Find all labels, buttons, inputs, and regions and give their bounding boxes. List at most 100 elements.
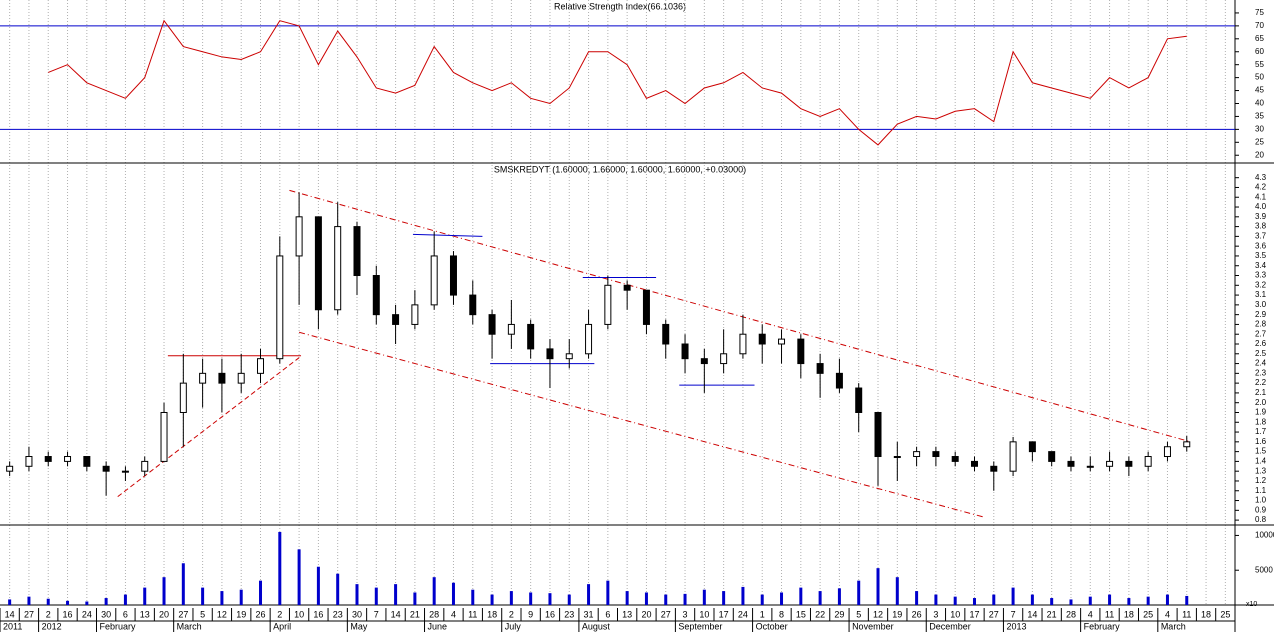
volume-bar <box>625 591 629 605</box>
volume-bar <box>741 586 745 605</box>
y-tick-label: 0.9 <box>1255 505 1267 514</box>
volume-bar <box>780 592 784 605</box>
month-label: April <box>273 621 291 631</box>
y-tick-label: 1.1 <box>1255 486 1267 495</box>
candle-body <box>334 226 342 311</box>
y-tick-label: 1.3 <box>1255 466 1267 475</box>
x-tick-label: 10 <box>699 609 709 619</box>
y-tick-label: 25 <box>1255 137 1264 146</box>
x-tick-label: 14 <box>5 609 15 619</box>
x-tick-label: 11 <box>1105 609 1114 619</box>
candle-body <box>681 343 689 360</box>
x-tick-label: 5 <box>200 609 205 619</box>
y-tick-label: 30 <box>1255 124 1264 133</box>
y-tick-label: 2.4 <box>1255 359 1267 368</box>
candle-body <box>372 275 380 316</box>
candle-body <box>218 372 226 384</box>
month-label: 2013 <box>1006 621 1026 631</box>
month-label: March <box>1161 621 1186 631</box>
y-tick-label: 3.6 <box>1255 241 1267 250</box>
volume-bar <box>876 568 880 605</box>
candle-body <box>469 294 477 316</box>
volume-bar <box>27 596 31 605</box>
y-tick-label: 50 <box>1255 73 1264 82</box>
volume-bar <box>374 587 378 605</box>
volume-bar <box>1069 599 1073 605</box>
x-tick-label: 21 <box>1047 609 1057 619</box>
volume-bar <box>799 587 803 605</box>
x-tick-label: 20 <box>641 609 651 619</box>
candle-body <box>700 358 708 365</box>
x-tick-label: 9 <box>528 609 533 619</box>
x-tick-label: 11 <box>1182 609 1191 619</box>
x-tick-label: 20 <box>159 609 169 619</box>
y-tick-label: 55 <box>1255 60 1264 69</box>
volume-bar <box>297 549 301 605</box>
volume-bar <box>46 598 50 605</box>
x-tick-label: 14 <box>1027 609 1037 619</box>
y-tick-label: 75 <box>1255 8 1264 17</box>
candle-body <box>1048 451 1056 462</box>
volume-bar <box>278 531 282 605</box>
candle-body <box>1086 465 1094 468</box>
month-label: 2012 <box>42 621 62 631</box>
month-label: December <box>929 621 971 631</box>
volume-bar <box>1146 596 1150 605</box>
candle-body <box>565 353 573 360</box>
volume-bar <box>66 600 70 605</box>
volume-bar <box>760 594 764 605</box>
month-label: September <box>678 621 722 631</box>
candle-body <box>199 372 207 384</box>
x-tick-label: 13 <box>622 609 632 619</box>
x-tick-label: 29 <box>834 609 844 619</box>
candle-body <box>835 372 843 389</box>
candle-body <box>662 323 670 345</box>
candle-body <box>1163 446 1171 458</box>
volume-bar <box>104 598 108 605</box>
volume-bar <box>1165 594 1169 605</box>
y-tick-label: 60 <box>1255 47 1264 56</box>
volume-bar <box>1185 595 1189 605</box>
candle-body <box>25 456 33 467</box>
x-tick-label: 26 <box>912 609 922 619</box>
month-label: February <box>99 621 136 631</box>
candle-body <box>160 411 168 462</box>
x-tick-label: 30 <box>101 609 111 619</box>
x-tick-label: 12 <box>873 609 883 619</box>
y-tick-label: 65 <box>1255 34 1264 43</box>
y-tick-label: 2.1 <box>1255 388 1267 397</box>
volume-bar <box>895 577 899 605</box>
volume-unit: x10 <box>1246 601 1257 608</box>
x-tick-label: 8 <box>779 609 784 619</box>
volume-bar <box>355 584 359 605</box>
candle-body <box>1009 441 1017 472</box>
candle-body <box>642 289 650 325</box>
candle-body <box>758 333 766 345</box>
month-label: March <box>177 621 202 631</box>
x-tick-label: 17 <box>969 609 979 619</box>
y-tick-label: 2.6 <box>1255 339 1267 348</box>
y-tick-label: 3.7 <box>1255 231 1267 240</box>
volume-bar <box>683 593 687 605</box>
candle-body <box>739 333 747 355</box>
volume-bar <box>316 566 320 605</box>
y-tick-label: 2.7 <box>1255 329 1267 338</box>
x-tick-label: 19 <box>892 609 902 619</box>
volume-bar <box>471 589 475 605</box>
x-tick-label: 2 <box>277 609 282 619</box>
candle-body <box>257 358 265 374</box>
y-tick-label: 35 <box>1255 112 1264 121</box>
candle-body <box>276 255 284 360</box>
candle-body <box>1125 460 1133 467</box>
candle-body <box>1028 441 1036 453</box>
volume-bar <box>664 594 668 605</box>
volume-bar <box>567 594 571 605</box>
y-tick-label: 3.3 <box>1255 271 1267 280</box>
x-tick-label: 19 <box>236 609 246 619</box>
y-tick-label: 10000 <box>1255 531 1274 540</box>
candle-body <box>623 284 631 291</box>
x-tick-label: 5 <box>856 609 861 619</box>
y-tick-label: 1.7 <box>1255 427 1267 436</box>
candle-body <box>83 456 91 467</box>
volume-bar <box>336 573 340 605</box>
